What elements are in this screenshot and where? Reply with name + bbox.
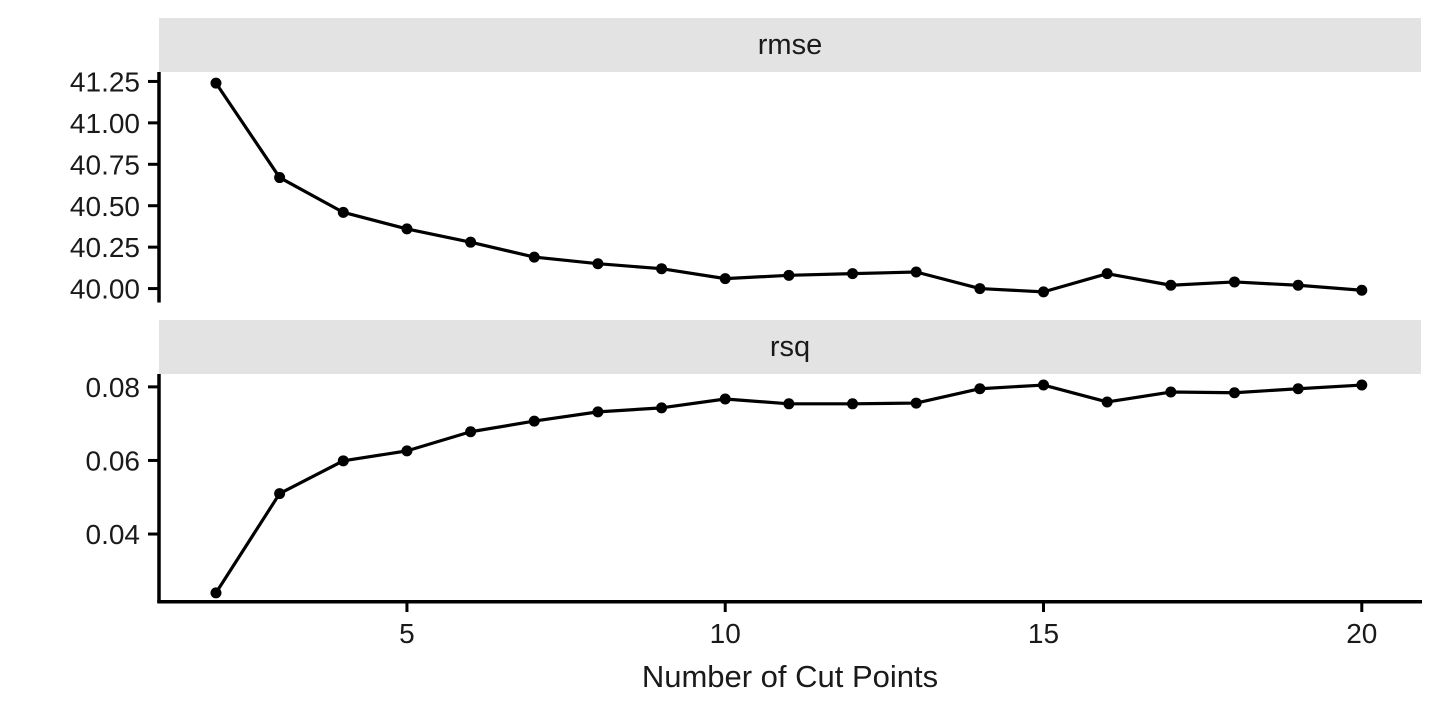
data-point-rsq — [210, 587, 222, 599]
facet-strip-rsq: rsq — [159, 320, 1421, 374]
y-tick-label-rmse: 40.50 — [70, 191, 140, 222]
data-point-rmse — [910, 266, 922, 278]
data-point-rsq — [1101, 396, 1113, 408]
data-point-rsq — [401, 445, 413, 457]
y-tick-label-rsq: 0.08 — [86, 372, 141, 403]
x-axis-title: Number of Cut Points — [641, 659, 939, 694]
data-line-rsq — [214, 383, 1362, 594]
data-point-rsq — [656, 402, 668, 414]
data-point-rmse — [1038, 286, 1050, 298]
data-point-rsq — [1038, 379, 1050, 391]
data-point-rsq — [592, 406, 604, 418]
y-tick-label-rmse: 40.75 — [70, 149, 140, 180]
data-point-rmse — [1165, 279, 1177, 291]
x-tick-label: 5 — [399, 618, 415, 649]
data-point-rmse — [847, 268, 859, 280]
y-tick-label-rmse: 41.00 — [70, 108, 140, 139]
data-point-rsq — [1292, 383, 1304, 395]
x-tick-label: 20 — [1346, 618, 1377, 649]
y-tick-label-rmse: 40.25 — [70, 232, 140, 263]
data-point-rmse — [719, 273, 731, 285]
data-point-rsq — [1228, 387, 1240, 399]
data-point-rsq — [528, 415, 540, 427]
data-point-rsq — [274, 488, 286, 500]
facet-strip-rmse-label: rmse — [757, 28, 823, 61]
data-point-rmse — [1101, 268, 1113, 280]
data-point-rmse — [1356, 284, 1368, 296]
data-point-rmse — [974, 283, 986, 295]
data-point-rsq — [910, 397, 922, 409]
y-tick-label-rmse: 41.25 — [70, 67, 140, 98]
x-tick-label: 10 — [710, 618, 741, 649]
data-point-rmse — [337, 206, 349, 218]
data-line-rmse — [214, 82, 1362, 294]
y-tick-label-rmse: 40.00 — [70, 274, 140, 305]
x-tick-label: 15 — [1028, 618, 1059, 649]
data-point-rsq — [465, 426, 477, 438]
data-point-rmse — [274, 172, 286, 184]
data-point-rmse — [528, 251, 540, 263]
data-point-rsq — [337, 455, 349, 467]
y-tick-label-rsq: 0.06 — [86, 446, 141, 477]
data-point-rmse — [656, 263, 668, 275]
y-tick-label-rsq: 0.04 — [86, 519, 141, 550]
data-point-rsq — [1165, 386, 1177, 398]
data-point-rsq — [783, 398, 795, 410]
data-point-rsq — [1356, 379, 1368, 391]
data-point-rsq — [719, 393, 731, 405]
facet-strip-rsq-label: rsq — [769, 330, 811, 363]
data-point-rmse — [1292, 279, 1304, 291]
data-point-rsq — [974, 383, 986, 395]
data-point-rmse — [401, 223, 413, 235]
data-point-rmse — [465, 236, 477, 248]
data-point-rmse — [1228, 276, 1240, 288]
data-point-rmse — [783, 269, 795, 281]
data-point-rsq — [847, 398, 859, 410]
data-point-rmse — [210, 77, 222, 89]
facet-strip-rmse: rmse — [159, 18, 1421, 72]
data-point-rmse — [592, 258, 604, 270]
